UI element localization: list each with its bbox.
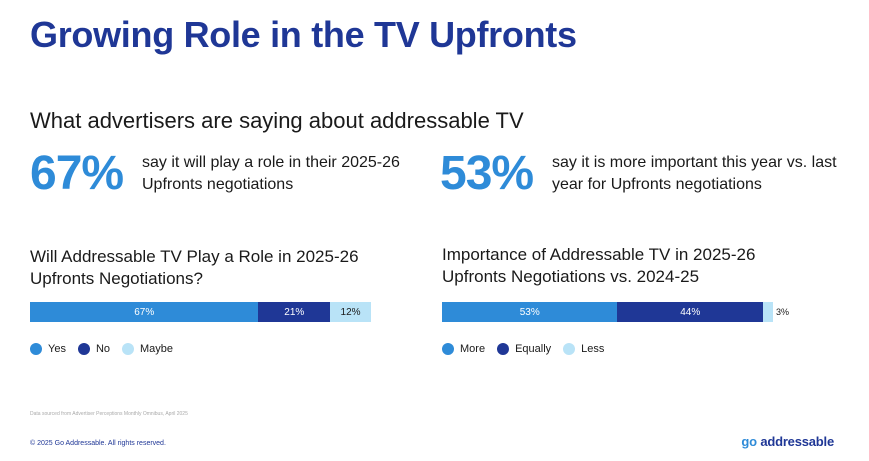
bar-segment-less: 3% [763,302,789,322]
data-label-maybe: 12% [340,306,361,318]
stat-value-importance: 53% [440,147,534,200]
data-label-more: 53% [519,306,540,318]
brand-logo: go addressable [741,434,834,449]
legend-item-yes: Yes [30,343,66,355]
bar-segment-more: 53% [442,302,618,322]
bar-segment-no: 21% [258,302,331,322]
stacked-bar-importance: 53% 44% 3% [442,302,789,322]
source-note: Data sourced from Advertiser Perceptions… [30,411,188,417]
legend-label: Equally [515,343,552,355]
legend-swatch [30,343,42,355]
stat-value-role: 67% [30,147,124,200]
legend-swatch [563,343,576,355]
bar-segment-yes: 67% [30,302,259,322]
legend-swatch [442,343,454,355]
data-label-no: 21% [284,306,305,318]
data-label-less: 3% [775,307,789,317]
chart-title-importance: Importance of Addressable TV in 2025-26 … [442,245,756,286]
bar-segment-equally: 44% [617,302,764,322]
chart-title-role: Will Addressable TV Play a Role in 2025-… [30,247,359,288]
logo-go: go [741,434,757,449]
bar-segment-maybe: 12% [330,302,371,322]
legend-item-maybe: Maybe [122,343,173,355]
legend-item-no: No [77,343,111,355]
legend-swatch [497,343,510,355]
legend-label: Yes [48,343,66,355]
legend-label: Less [581,343,605,355]
copyright-text: © 2025 Go Addressable. All rights reserv… [30,440,166,447]
data-label-yes: 67% [134,306,155,318]
legend-label: Maybe [140,343,174,355]
legend-label: More [460,343,486,355]
legend-role: Yes No Maybe [30,343,185,355]
page-title: Growing Role in the TV Upfronts [30,14,577,55]
legend-label: No [95,343,111,355]
legend-item-more: More [442,343,485,355]
legend-item-less: Less [563,343,604,355]
stat-text-importance: say it is more important this year vs. l… [552,154,837,193]
logo-addressable: addressable [760,434,834,449]
stat-text-role: say it will play a role in their 2025-26… [142,154,400,193]
legend-swatch [122,343,135,355]
data-label-equally: 44% [680,306,701,318]
page-subtitle: What advertisers are saying about addres… [30,108,524,133]
legend-swatch [77,343,90,355]
stacked-bar-role: 67% 21% 12% [30,302,371,322]
legend-importance: More Equally Less [442,343,616,355]
legend-item-equally: Equally [497,343,551,355]
